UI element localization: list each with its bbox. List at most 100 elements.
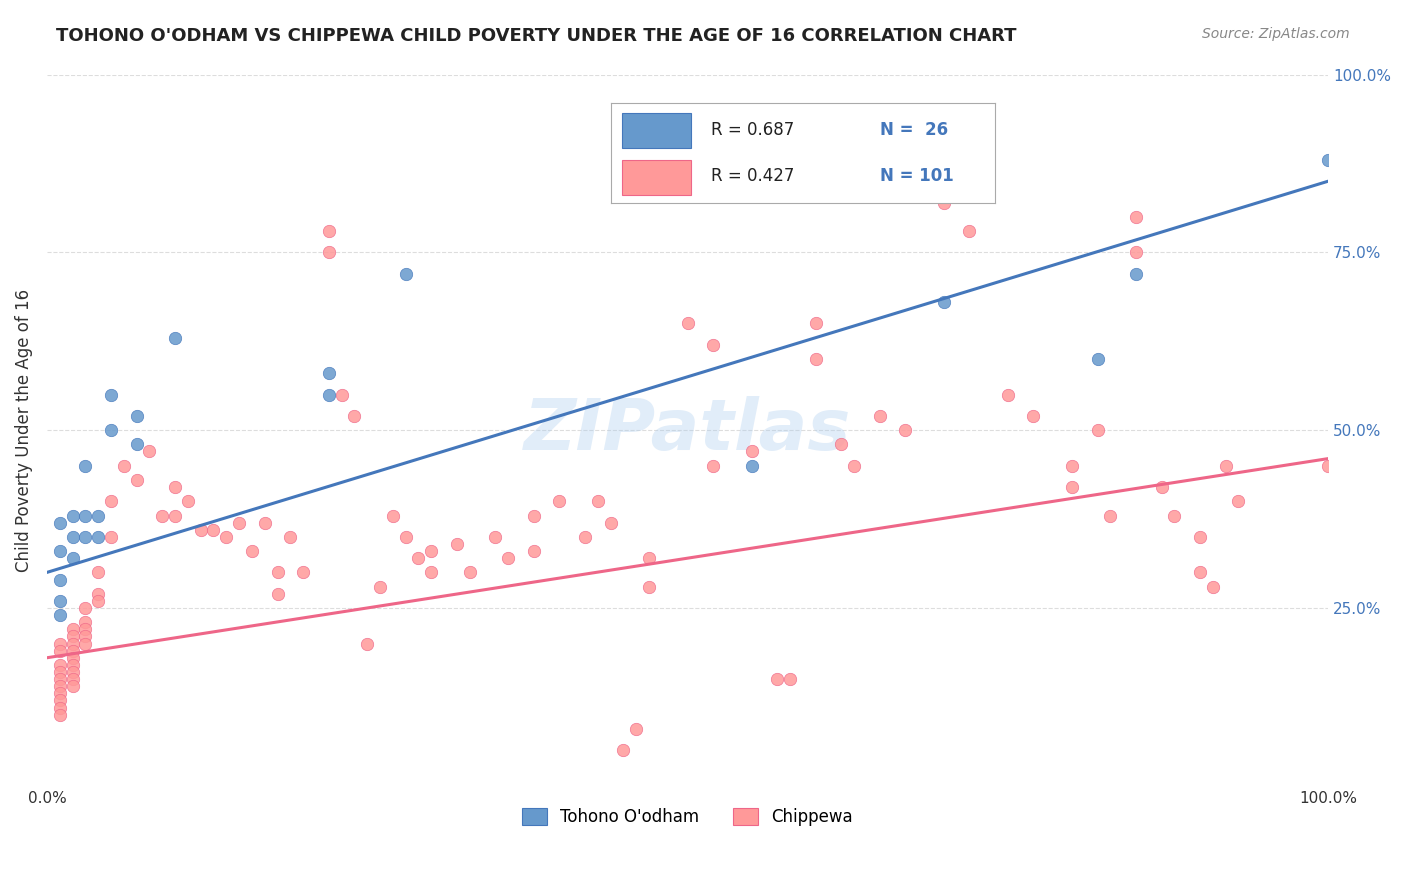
Point: [957, 224, 980, 238]
Legend: Tohono O'odham, Chippewa: Tohono O'odham, Chippewa: [513, 799, 862, 834]
Point: [1188, 566, 1211, 580]
Point: [1317, 458, 1340, 473]
Point: [574, 530, 596, 544]
Point: [1188, 530, 1211, 544]
Point: [932, 195, 955, 210]
Point: [48, 665, 70, 679]
Point: [842, 458, 865, 473]
Point: [869, 409, 891, 423]
Point: [48, 707, 70, 722]
Point: [100, 530, 122, 544]
Point: [932, 295, 955, 310]
Point: [1125, 210, 1147, 224]
Point: [138, 444, 160, 458]
Point: [48, 594, 70, 608]
Point: [626, 722, 648, 736]
Point: [368, 580, 391, 594]
Point: [702, 458, 724, 473]
Point: [266, 587, 288, 601]
Point: [766, 672, 789, 686]
Point: [1099, 508, 1122, 523]
Point: [48, 608, 70, 623]
Point: [62, 657, 84, 672]
Point: [343, 409, 366, 423]
Point: [356, 636, 378, 650]
Point: [150, 508, 173, 523]
Point: [87, 530, 110, 544]
Point: [1087, 351, 1109, 366]
Point: [48, 643, 70, 657]
Point: [100, 494, 122, 508]
Point: [62, 665, 84, 679]
Point: [177, 494, 200, 508]
Text: TOHONO O'ODHAM VS CHIPPEWA CHILD POVERTY UNDER THE AGE OF 16 CORRELATION CHART: TOHONO O'ODHAM VS CHIPPEWA CHILD POVERTY…: [56, 27, 1017, 45]
Point: [48, 700, 70, 714]
Point: [253, 516, 276, 530]
Point: [330, 387, 353, 401]
Point: [266, 566, 288, 580]
Point: [48, 679, 70, 693]
Point: [1227, 494, 1250, 508]
Point: [496, 551, 519, 566]
Point: [318, 387, 340, 401]
Point: [100, 423, 122, 437]
Point: [62, 636, 84, 650]
Point: [48, 686, 70, 700]
Point: [420, 544, 443, 558]
Point: [548, 494, 571, 508]
Point: [48, 636, 70, 650]
Point: [87, 508, 110, 523]
Point: [318, 366, 340, 380]
Point: [125, 437, 148, 451]
Point: [779, 672, 801, 686]
Point: [75, 530, 97, 544]
Point: [62, 551, 84, 566]
Point: [278, 530, 301, 544]
Point: [75, 636, 97, 650]
Point: [1060, 458, 1083, 473]
Point: [381, 508, 404, 523]
Point: [48, 573, 70, 587]
Point: [894, 423, 917, 437]
Point: [62, 650, 84, 665]
Point: [48, 544, 70, 558]
Point: [612, 743, 634, 757]
Point: [458, 566, 481, 580]
Point: [586, 494, 609, 508]
Point: [62, 679, 84, 693]
Point: [112, 458, 135, 473]
Point: [87, 566, 110, 580]
Point: [125, 409, 148, 423]
Point: [523, 508, 546, 523]
Point: [702, 338, 724, 352]
Point: [48, 516, 70, 530]
Point: [75, 601, 97, 615]
Point: [62, 672, 84, 686]
Point: [676, 317, 699, 331]
Point: [62, 643, 84, 657]
Point: [87, 594, 110, 608]
Point: [1215, 458, 1237, 473]
Point: [741, 458, 763, 473]
Point: [62, 629, 84, 643]
Point: [292, 566, 315, 580]
Point: [163, 508, 186, 523]
Y-axis label: Child Poverty Under the Age of 16: Child Poverty Under the Age of 16: [15, 289, 32, 572]
Point: [75, 623, 97, 637]
Point: [48, 657, 70, 672]
Point: [215, 530, 238, 544]
Point: [638, 551, 661, 566]
Point: [75, 458, 97, 473]
Point: [484, 530, 506, 544]
Point: [202, 523, 225, 537]
Point: [228, 516, 250, 530]
Point: [62, 623, 84, 637]
Point: [75, 615, 97, 630]
Point: [1125, 245, 1147, 260]
Point: [408, 551, 430, 566]
Point: [190, 523, 212, 537]
Point: [395, 267, 418, 281]
Point: [75, 508, 97, 523]
Point: [100, 387, 122, 401]
Point: [420, 566, 443, 580]
